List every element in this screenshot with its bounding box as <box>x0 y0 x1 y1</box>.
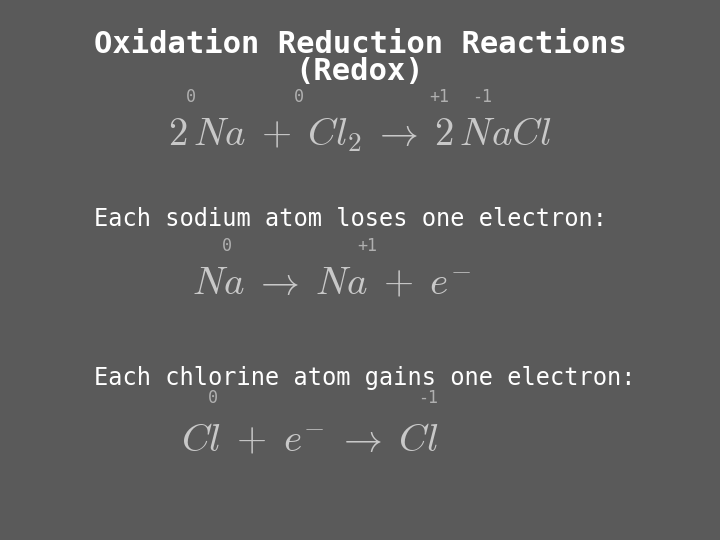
Text: +1: +1 <box>357 237 377 255</box>
Text: 0: 0 <box>186 88 196 106</box>
Text: 0: 0 <box>207 389 217 407</box>
Text: 0: 0 <box>294 88 304 106</box>
Text: -1: -1 <box>418 389 438 407</box>
Text: Each sodium atom loses one electron:: Each sodium atom loses one electron: <box>94 207 606 231</box>
Text: $Na \;\rightarrow\; Na \;+\; e^{-}$: $Na \;\rightarrow\; Na \;+\; e^{-}$ <box>192 265 471 302</box>
Text: $2\,Na \;+\; Cl_2 \;\rightarrow\; 2\,NaCl$: $2\,Na \;+\; Cl_2 \;\rightarrow\; 2\,NaC… <box>168 116 552 154</box>
Text: 0: 0 <box>222 237 232 255</box>
Text: Each chlorine atom gains one electron:: Each chlorine atom gains one electron: <box>94 366 635 390</box>
Text: $Cl \;+\; e^{-} \;\rightarrow\; Cl$: $Cl \;+\; e^{-} \;\rightarrow\; Cl$ <box>181 421 438 459</box>
Text: -1: -1 <box>472 88 492 106</box>
Text: (Redox): (Redox) <box>296 57 424 86</box>
Text: Oxidation Reduction Reactions: Oxidation Reduction Reactions <box>94 30 626 59</box>
Text: +1: +1 <box>429 88 449 106</box>
